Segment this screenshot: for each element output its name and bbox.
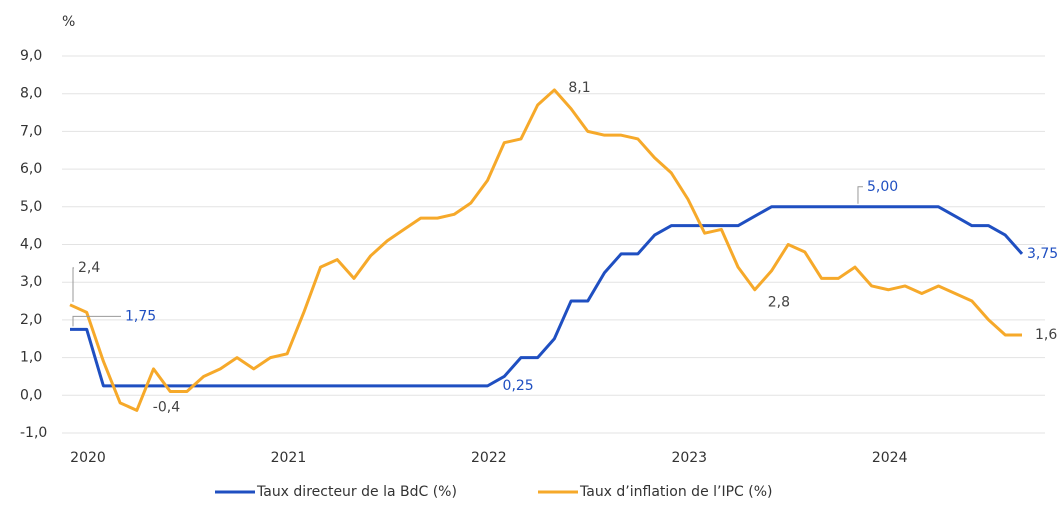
label-leader [857,186,863,204]
y-tick-label: 7,0 [20,123,42,139]
data-label: 8,1 [568,80,590,96]
y-tick-label: 6,0 [20,161,42,177]
legend-label: Taux directeur de la BdC (%) [256,484,457,500]
y-axis-label: % [62,14,75,30]
x-tick-label: 2024 [872,450,908,466]
y-tick-label: 9,0 [20,48,42,64]
label-leader [72,315,121,327]
label-leader [72,267,74,302]
y-tick-label: 0,0 [20,387,42,403]
data-label: 1,75 [125,308,156,324]
y-tick-label: -1,0 [20,425,47,441]
x-tick-label: 2022 [471,450,507,466]
legend-label: Taux d’inflation de l’IPC (%) [579,484,773,500]
data-label: 3,75 [1027,246,1057,262]
data-label: 5,00 [867,179,898,195]
y-tick-label: 4,0 [20,237,42,253]
data-label: 2,4 [78,260,100,276]
y-tick-label: 5,0 [20,199,42,215]
x-tick-label: 2023 [671,450,707,466]
y-tick-label: 3,0 [20,274,42,290]
series-line [70,205,1024,388]
x-tick-label: 2021 [271,450,307,466]
data-label: 2,8 [768,295,790,311]
y-tick-label: 8,0 [20,86,42,102]
y-tick-label: 1,0 [20,350,42,366]
data-label: -0,4 [153,399,180,415]
data-label: 0,25 [503,378,534,394]
series-line [69,88,1022,412]
x-tick-label: 2020 [70,450,106,466]
data-label: 1,6 [1035,327,1057,343]
y-tick-label: 2,0 [20,312,42,328]
